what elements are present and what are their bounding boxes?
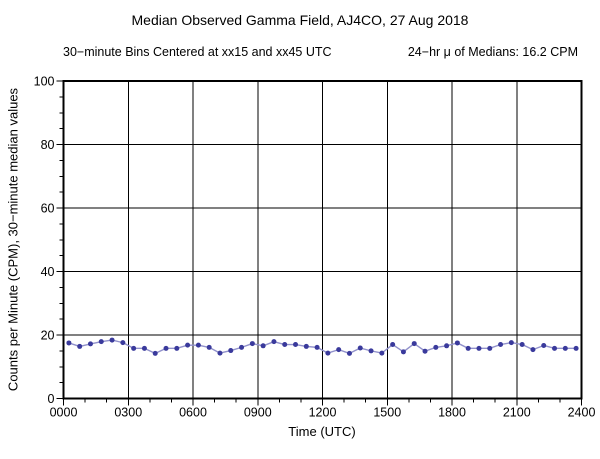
x-tick-label: 2100 bbox=[503, 406, 531, 420]
data-point bbox=[260, 343, 266, 349]
data-point bbox=[109, 337, 115, 343]
data-point bbox=[249, 341, 255, 347]
data-point bbox=[433, 344, 439, 350]
data-point bbox=[66, 340, 72, 346]
data-point bbox=[541, 342, 547, 348]
y-tick-label: 80 bbox=[41, 138, 55, 152]
chart-subtitle-row: 30−minute Bins Centered at xx15 and xx45… bbox=[63, 45, 578, 59]
data-point bbox=[195, 342, 201, 348]
x-tick-label: 0000 bbox=[50, 406, 78, 420]
data-point bbox=[271, 339, 277, 345]
data-point bbox=[152, 350, 158, 356]
data-point bbox=[487, 345, 493, 351]
data-point bbox=[444, 343, 450, 349]
x-tick-label: 1500 bbox=[373, 406, 401, 420]
data-point bbox=[217, 350, 223, 356]
data-point bbox=[508, 340, 514, 346]
x-tick-label: 0600 bbox=[179, 406, 207, 420]
data-point bbox=[98, 339, 104, 345]
y-tick-label: 60 bbox=[41, 202, 55, 216]
data-point bbox=[174, 345, 180, 351]
data-point bbox=[552, 345, 558, 351]
x-tick-label: 2400 bbox=[568, 406, 596, 420]
data-point bbox=[239, 344, 245, 350]
data-point bbox=[77, 343, 83, 349]
data-point bbox=[411, 341, 417, 347]
data-point bbox=[400, 349, 406, 355]
data-point bbox=[336, 347, 342, 353]
data-point bbox=[379, 350, 385, 356]
data-point bbox=[422, 348, 428, 354]
plot-frame bbox=[62, 80, 583, 400]
data-point bbox=[562, 345, 568, 351]
data-point bbox=[519, 342, 525, 348]
data-point bbox=[163, 345, 169, 351]
y-tick-label: 20 bbox=[41, 329, 55, 343]
data-point bbox=[120, 340, 126, 346]
y-tick-label: 0 bbox=[48, 392, 55, 406]
data-point bbox=[131, 345, 137, 351]
data-point bbox=[206, 344, 212, 350]
x-tick-label: 1200 bbox=[309, 406, 337, 420]
data-point bbox=[346, 350, 352, 356]
y-tick-label: 100 bbox=[34, 75, 55, 89]
data-point bbox=[498, 342, 504, 348]
data-point bbox=[325, 350, 331, 356]
x-tick-label: 1800 bbox=[438, 406, 466, 420]
y-axis-label: Counts per Minute (CPM), 30−minute media… bbox=[5, 87, 21, 392]
data-point bbox=[368, 348, 374, 354]
data-point bbox=[573, 345, 579, 351]
x-axis-label: Time (UTC) bbox=[288, 424, 356, 439]
data-point bbox=[141, 345, 147, 351]
y-tick-label: 40 bbox=[41, 265, 55, 279]
data-point bbox=[87, 341, 93, 347]
data-point bbox=[228, 348, 234, 354]
data-point bbox=[357, 345, 363, 351]
data-point bbox=[390, 342, 396, 348]
data-point bbox=[530, 347, 536, 353]
data-point bbox=[282, 342, 288, 348]
data-point bbox=[314, 344, 320, 350]
data-point bbox=[465, 345, 471, 351]
x-tick-label: 0900 bbox=[244, 406, 272, 420]
x-tick-label: 0300 bbox=[114, 406, 142, 420]
data-point bbox=[293, 342, 299, 348]
data-point bbox=[303, 343, 309, 349]
chart-subtitle-bins: 30−minute Bins Centered at xx15 and xx45… bbox=[63, 45, 332, 59]
chart-subtitle-mean: 24−hr μ of Medians: 16.2 CPM bbox=[407, 45, 578, 59]
data-point bbox=[185, 342, 191, 348]
data-point bbox=[476, 345, 482, 351]
chart-title: Median Observed Gamma Field, AJ4CO, 27 A… bbox=[131, 12, 469, 28]
data-point bbox=[454, 340, 460, 346]
